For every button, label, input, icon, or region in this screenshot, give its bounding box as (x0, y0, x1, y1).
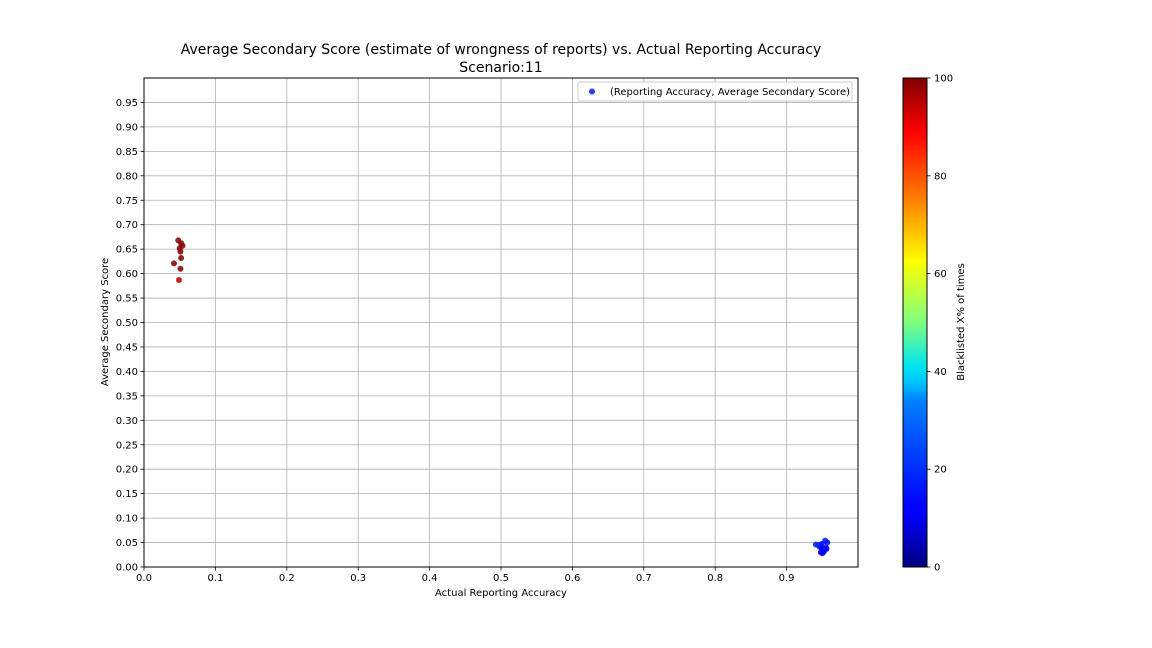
chart-subtitle: Scenario:11 (459, 60, 542, 76)
x-tick-label: 0.4 (422, 573, 438, 584)
data-point (175, 276, 182, 283)
y-axis-label: Average Secondary Score (100, 258, 111, 386)
colorbar-tick-label: 60 (934, 269, 947, 280)
y-tick-label: 0.45 (116, 342, 138, 353)
legend-label: (Reporting Accuracy, Average Secondary S… (610, 87, 850, 98)
colorbar-tick-label: 0 (934, 563, 940, 574)
x-tick-label: 0.6 (564, 573, 580, 584)
colorbar-ticks: 0 20 40 60 80 100 (927, 74, 953, 574)
y-tick-label: 0.05 (116, 538, 138, 549)
data-point (177, 265, 184, 272)
y-tick-label: 0.80 (116, 171, 138, 182)
x-tick-label: 0.1 (207, 573, 223, 584)
x-axis-ticks: 0.0 0.1 0.2 0.3 0.4 0.5 0.6 0.7 0.8 0.9 (136, 567, 795, 584)
y-tick-label: 0.55 (116, 294, 138, 305)
x-axis-label: Actual Reporting Accuracy (435, 588, 567, 599)
y-tick-label: 0.35 (116, 391, 138, 402)
y-tick-label: 0.15 (116, 489, 138, 500)
y-tick-label: 0.85 (116, 147, 138, 158)
data-point (823, 545, 830, 552)
y-tick-label: 0.70 (116, 220, 138, 231)
x-tick-label: 0.0 (136, 573, 152, 584)
y-tick-label: 0.65 (116, 245, 138, 256)
x-tick-label: 0.5 (493, 573, 509, 584)
data-point (178, 254, 185, 261)
y-axis-ticks: 0.00 0.05 0.10 0.15 0.20 0.25 0.30 0.35 0.40 0.45… (116, 98, 144, 574)
legend-marker (589, 88, 595, 95)
y-tick-label: 0.10 (116, 514, 138, 525)
y-tick-label: 0.75 (116, 196, 138, 207)
data-points (170, 237, 831, 557)
colorbar-gradient (902, 77, 928, 568)
x-tick-label: 0.2 (279, 573, 295, 584)
colorbar: 0 20 40 60 80 100 Blacklisted X% of times (902, 74, 967, 574)
colorbar-tick-label: 100 (934, 74, 953, 85)
x-tick-label: 0.3 (350, 573, 366, 584)
data-point (815, 541, 822, 548)
colorbar-tick-label: 20 (934, 465, 947, 476)
y-tick-label: 0.30 (116, 416, 138, 427)
y-tick-label: 0.90 (116, 122, 138, 133)
y-tick-label: 0.20 (116, 465, 138, 476)
data-point (170, 260, 177, 267)
legend: (Reporting Accuracy, Average Secondary S… (577, 81, 853, 102)
colorbar-tick-label: 80 (934, 171, 947, 182)
y-tick-label: 0.40 (116, 367, 138, 378)
y-tick-label: 0.00 (116, 563, 138, 574)
y-tick-label: 0.50 (116, 318, 138, 329)
colorbar-tick-label: 40 (934, 367, 947, 378)
legend-box (577, 81, 853, 102)
chart-title: Average Secondary Score (estimate of wro… (181, 42, 822, 58)
y-tick-label: 0.25 (116, 440, 138, 451)
colorbar-label: Blacklisted X% of times (956, 263, 967, 381)
y-tick-label: 0.60 (116, 269, 138, 280)
x-tick-label: 0.8 (707, 573, 723, 584)
x-tick-label: 0.9 (779, 573, 795, 584)
x-tick-label: 0.7 (636, 573, 652, 584)
grid-lines (143, 78, 858, 568)
y-tick-label: 0.95 (116, 98, 138, 109)
data-point (177, 248, 184, 255)
